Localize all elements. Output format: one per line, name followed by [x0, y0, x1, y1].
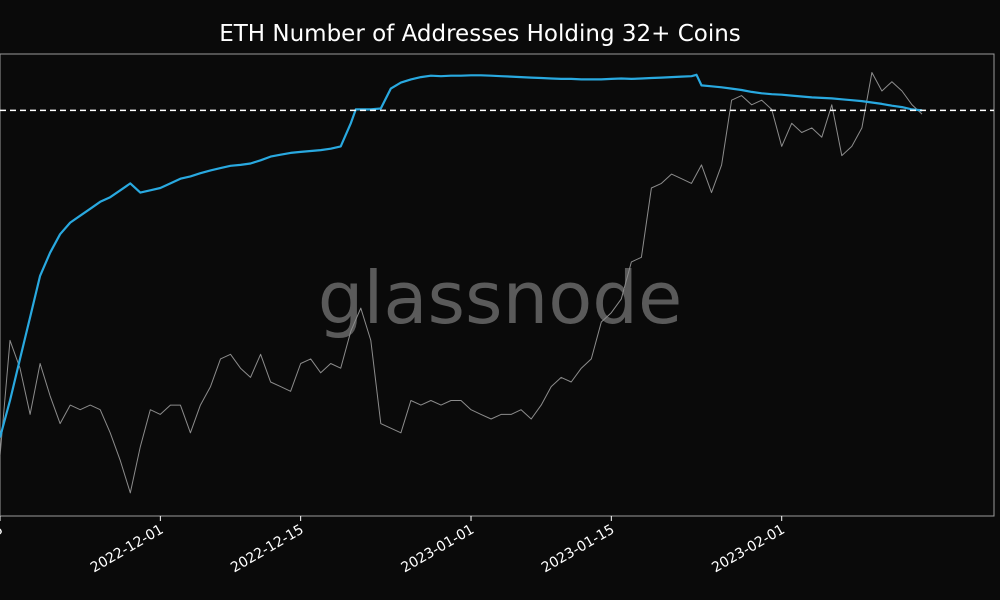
x-tick-label: 2022-12-01: [88, 522, 166, 577]
series-line-0: [0, 73, 923, 438]
x-tick-label: 2023-02-01: [709, 522, 787, 577]
x-tick-label: 2022-12-15: [228, 522, 306, 577]
x-tick-label: 2023-01-01: [399, 522, 477, 577]
glassnode-watermark: glassnode: [318, 256, 683, 340]
plot-frame: [0, 53, 995, 517]
x-axis-ticks: 2022-11-15 2022-12-01 2022-12-15 2023-01-01…: [0, 516, 788, 576]
x-tick-label: 2022-11-15: [0, 522, 6, 577]
chart-title: ETH Number of Addresses Holding 32+ Coin…: [219, 21, 741, 47]
series-layer: [0, 72, 923, 494]
series-line-1: [0, 72, 923, 494]
x-tick-label: 2023-01-15: [539, 522, 617, 577]
